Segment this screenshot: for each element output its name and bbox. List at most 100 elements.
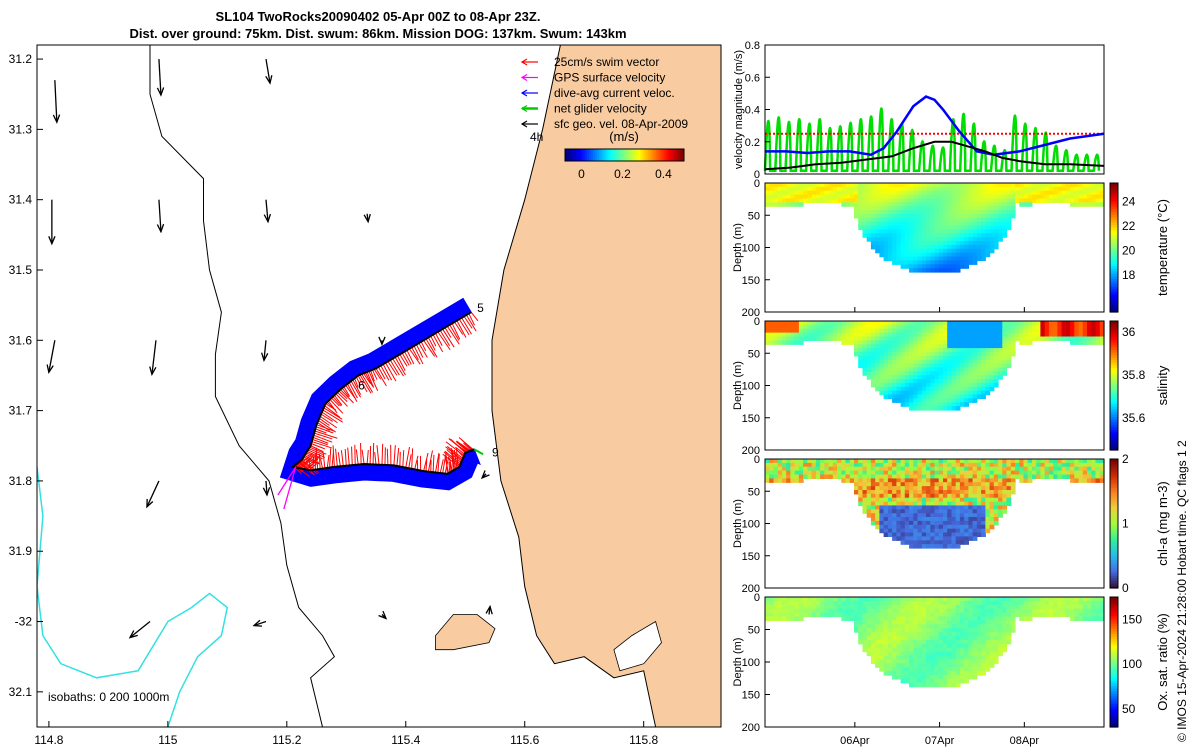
section-cell (883, 604, 889, 610)
section-cell (794, 600, 800, 606)
colorbar-segment (1110, 549, 1118, 553)
section-cell (930, 406, 936, 411)
section-cell (1070, 340, 1075, 345)
section-cell (917, 636, 923, 641)
section-cell (917, 513, 923, 518)
section-cell (798, 194, 804, 200)
swim-vector (318, 453, 321, 469)
section-cell (858, 355, 863, 361)
section-cell (930, 632, 936, 637)
colorbar-segment (1110, 333, 1118, 338)
section-cell (854, 616, 859, 621)
section-cell (1044, 190, 1050, 196)
section-cell (904, 528, 910, 534)
section-cell (934, 398, 940, 403)
section-cell (1002, 474, 1008, 479)
section-cell (981, 221, 986, 227)
colorbar-segment (1110, 667, 1118, 671)
section-cell (934, 394, 940, 399)
section-cell (790, 470, 796, 476)
section-cell (909, 344, 914, 349)
section-cell (964, 493, 969, 499)
section-cell (972, 655, 978, 660)
section-cell (1078, 186, 1084, 192)
swim-vector (347, 447, 350, 466)
section-cell (985, 474, 991, 479)
section-cell (870, 647, 876, 653)
section-cell (1023, 462, 1029, 468)
colorbar-segment (658, 149, 661, 161)
section-cell (1002, 371, 1008, 376)
section-cell (955, 340, 961, 345)
section-cell (930, 678, 936, 684)
section-cell (1006, 321, 1012, 326)
section-cell (887, 532, 893, 537)
section-cell (875, 194, 880, 200)
section-cell (998, 604, 1003, 610)
section-cell (849, 600, 855, 606)
section-cell (794, 470, 800, 476)
section-cell (943, 256, 948, 261)
section-cell (841, 466, 847, 472)
section-cell (938, 260, 944, 265)
section-cell (896, 190, 902, 196)
section-cell (951, 198, 957, 203)
section-cell (1048, 190, 1054, 196)
section-cell (1099, 340, 1105, 345)
section-cell (938, 328, 944, 334)
section-cell (926, 675, 931, 680)
section-cell (1082, 600, 1088, 606)
section-cell (909, 624, 914, 629)
section-cell (769, 459, 774, 464)
section-cell (930, 321, 936, 326)
section-cell (955, 332, 961, 338)
swim-vector (373, 368, 382, 380)
section-cell (904, 675, 910, 680)
section-cell (794, 608, 800, 614)
section-cell (921, 252, 927, 258)
colorbar-tick-label: 1 (1122, 517, 1129, 531)
colorbar-segment (1110, 188, 1118, 192)
section-cell (955, 639, 961, 645)
section-cell (904, 632, 910, 637)
section-cell (769, 190, 774, 196)
section-cell (955, 264, 961, 269)
section-cell (981, 229, 986, 234)
section-cell (824, 190, 830, 196)
section-cell (1091, 612, 1097, 618)
section-cell (1002, 202, 1008, 207)
section-cell (1019, 332, 1025, 338)
section-cell (1036, 608, 1041, 614)
section-cell (917, 402, 923, 407)
section-cell (1074, 183, 1080, 188)
section-cell (913, 493, 919, 499)
swim-vector (442, 453, 460, 468)
section-cell (964, 675, 969, 680)
section-cell (904, 486, 910, 491)
section-cell (968, 194, 974, 200)
section-cell (951, 324, 957, 330)
section-cell (786, 336, 791, 341)
section-cell (900, 359, 906, 365)
swim-vector (354, 378, 359, 388)
section-cell (892, 600, 897, 606)
section-cell (955, 394, 961, 399)
section-cell (951, 663, 957, 668)
section-cell (900, 470, 906, 476)
section-cell (883, 229, 889, 234)
legend-label: GPS surface velocity (554, 71, 665, 85)
colorbar-segment (1110, 439, 1118, 443)
section-cell (904, 663, 910, 668)
section-cell (917, 371, 923, 376)
section-cell (968, 505, 974, 510)
section-cell (1006, 363, 1012, 369)
section-cell (976, 321, 982, 326)
section-cell (964, 536, 969, 541)
section-cell (866, 324, 872, 330)
section-cell (1095, 190, 1101, 196)
colorbar-segment (1110, 690, 1118, 694)
section-cell (943, 532, 948, 537)
section-cell (870, 597, 876, 602)
section-cell (879, 612, 885, 618)
section-cell (1099, 466, 1105, 472)
